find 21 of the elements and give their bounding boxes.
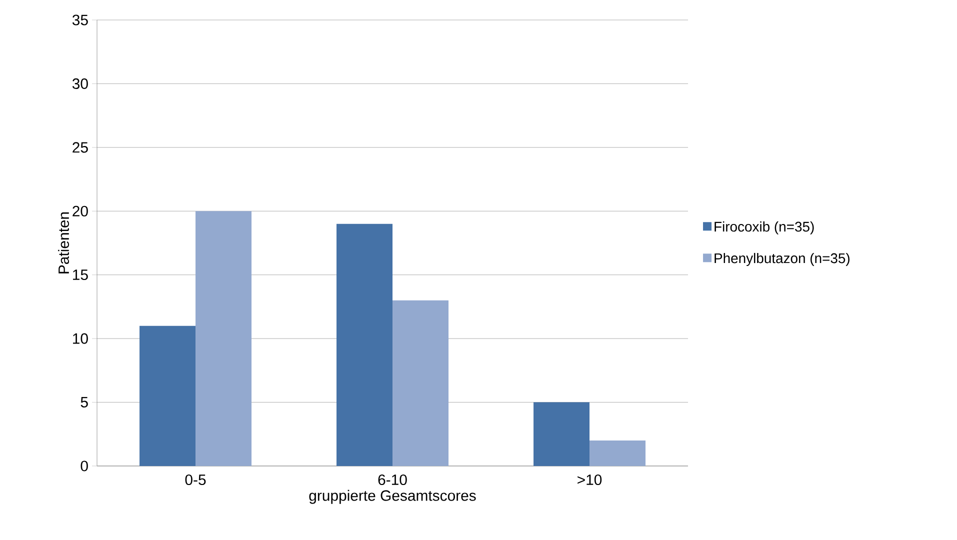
x-tick-label: 6-10: [378, 474, 407, 486]
legend-label: Firocoxib (n=35): [714, 221, 814, 234]
y-axis-title: Patienten: [58, 212, 70, 274]
y-tick-label: 35: [72, 14, 88, 26]
bar: [196, 211, 252, 466]
bar: [140, 326, 196, 466]
y-tick-label: 30: [72, 78, 88, 89]
x-tick-label: >10: [578, 474, 602, 486]
bar: [534, 402, 590, 466]
y-tick-label: 5: [80, 397, 88, 408]
y-tick-label: 15: [73, 270, 88, 280]
y-tick-label: 20: [72, 206, 88, 216]
legend-label: Phenylbutazon (n=35): [714, 252, 850, 266]
y-tick-label: 25: [72, 142, 88, 153]
y-tick-label: 0: [80, 460, 88, 472]
bar: [336, 224, 393, 466]
x-axis-title: gruppierte Gesamtscores: [309, 490, 476, 504]
bar: [590, 440, 646, 466]
bar: [392, 300, 449, 466]
x-tick-label: 0-5: [185, 474, 206, 486]
y-tick-label: 10: [73, 333, 88, 344]
